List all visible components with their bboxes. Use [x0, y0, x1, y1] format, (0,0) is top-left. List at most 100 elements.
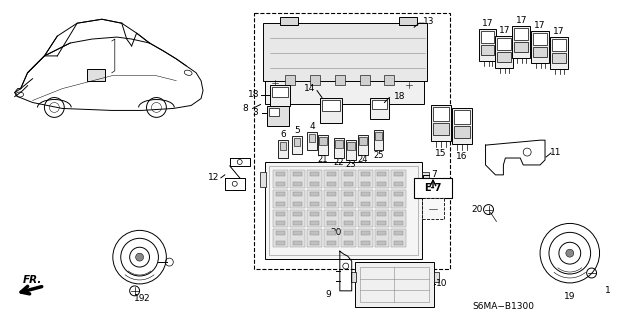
- Bar: [280, 17, 298, 25]
- Bar: [433, 123, 449, 135]
- Bar: [341, 229, 356, 247]
- Bar: [355, 262, 434, 307]
- Bar: [294, 138, 300, 146]
- Bar: [291, 190, 305, 208]
- Bar: [291, 210, 305, 227]
- Bar: [361, 182, 369, 186]
- Bar: [322, 100, 340, 111]
- Text: 20: 20: [471, 205, 483, 214]
- Bar: [271, 85, 291, 107]
- Text: 19: 19: [564, 292, 575, 301]
- Bar: [378, 241, 387, 245]
- Text: 4: 4: [309, 122, 315, 131]
- Text: 8: 8: [243, 104, 248, 113]
- Bar: [392, 210, 406, 227]
- Bar: [394, 221, 403, 226]
- Bar: [515, 42, 528, 52]
- Bar: [495, 36, 513, 68]
- Bar: [550, 37, 568, 69]
- Bar: [378, 231, 387, 235]
- Bar: [268, 107, 289, 126]
- Bar: [324, 210, 339, 227]
- Bar: [253, 13, 450, 269]
- Bar: [374, 130, 383, 150]
- Text: 15: 15: [435, 149, 447, 158]
- Bar: [319, 137, 327, 145]
- Bar: [533, 47, 547, 57]
- Bar: [327, 241, 336, 245]
- Bar: [260, 172, 266, 187]
- Bar: [344, 241, 353, 245]
- Bar: [276, 241, 285, 245]
- Bar: [378, 202, 387, 205]
- Bar: [341, 190, 356, 208]
- Text: FR.: FR.: [22, 275, 42, 285]
- Bar: [320, 98, 342, 123]
- Bar: [497, 52, 511, 62]
- Text: 25: 25: [373, 151, 384, 160]
- Bar: [358, 135, 367, 155]
- Bar: [344, 221, 353, 226]
- Bar: [351, 272, 356, 282]
- Bar: [276, 182, 285, 186]
- Bar: [374, 132, 383, 140]
- Bar: [360, 267, 429, 302]
- Bar: [497, 38, 511, 50]
- Bar: [385, 75, 394, 85]
- Text: 17: 17: [499, 26, 510, 35]
- Bar: [414, 178, 452, 198]
- Bar: [310, 221, 319, 226]
- Bar: [360, 75, 369, 85]
- Bar: [262, 23, 427, 81]
- Bar: [361, 231, 369, 235]
- Bar: [346, 140, 356, 160]
- Bar: [378, 182, 387, 186]
- Text: 17: 17: [482, 19, 493, 28]
- Bar: [434, 272, 439, 282]
- Bar: [481, 45, 495, 55]
- Bar: [399, 17, 417, 25]
- Bar: [327, 231, 336, 235]
- Text: 10: 10: [436, 279, 447, 288]
- Bar: [341, 210, 356, 227]
- Text: 13: 13: [423, 17, 435, 26]
- Bar: [531, 31, 549, 63]
- Bar: [307, 170, 322, 188]
- Bar: [358, 210, 372, 227]
- Bar: [394, 172, 403, 176]
- Text: 24: 24: [357, 155, 368, 165]
- Text: 18: 18: [394, 92, 405, 101]
- Text: E-7: E-7: [424, 183, 442, 193]
- Bar: [394, 202, 403, 205]
- Bar: [481, 31, 495, 43]
- Text: 19: 19: [134, 294, 145, 303]
- Bar: [310, 231, 319, 235]
- Bar: [293, 221, 302, 226]
- Bar: [378, 211, 387, 216]
- Bar: [293, 192, 302, 196]
- Text: 17: 17: [534, 21, 546, 30]
- Bar: [285, 75, 295, 85]
- Bar: [394, 192, 403, 196]
- Bar: [310, 211, 319, 216]
- Bar: [307, 190, 322, 208]
- Text: 20: 20: [330, 228, 342, 237]
- Bar: [280, 142, 286, 150]
- Bar: [374, 190, 389, 208]
- Bar: [310, 202, 319, 205]
- Bar: [310, 182, 319, 186]
- Text: 21: 21: [317, 155, 328, 165]
- Bar: [324, 190, 339, 208]
- Bar: [293, 211, 302, 216]
- Bar: [276, 202, 285, 205]
- Bar: [310, 241, 319, 245]
- Bar: [307, 132, 317, 150]
- Bar: [273, 170, 288, 188]
- Bar: [324, 229, 339, 247]
- Bar: [344, 231, 353, 235]
- Bar: [431, 106, 451, 141]
- Bar: [361, 192, 369, 196]
- Text: S6MA−B1300: S6MA−B1300: [472, 302, 534, 311]
- Bar: [292, 136, 302, 154]
- Bar: [310, 75, 320, 85]
